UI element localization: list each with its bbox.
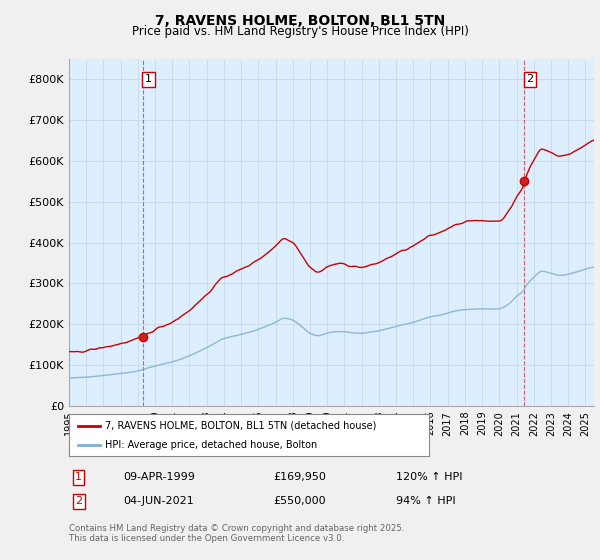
Text: 7, RAVENS HOLME, BOLTON, BL1 5TN (detached house): 7, RAVENS HOLME, BOLTON, BL1 5TN (detach…	[105, 421, 376, 431]
Text: £169,950: £169,950	[273, 472, 326, 482]
Text: HPI: Average price, detached house, Bolton: HPI: Average price, detached house, Bolt…	[105, 440, 317, 450]
Text: Price paid vs. HM Land Registry's House Price Index (HPI): Price paid vs. HM Land Registry's House …	[131, 25, 469, 38]
Text: 1: 1	[145, 74, 152, 85]
Text: Contains HM Land Registry data © Crown copyright and database right 2025.
This d: Contains HM Land Registry data © Crown c…	[69, 524, 404, 543]
Text: 09-APR-1999: 09-APR-1999	[123, 472, 195, 482]
Text: 120% ↑ HPI: 120% ↑ HPI	[396, 472, 463, 482]
Text: £550,000: £550,000	[273, 496, 326, 506]
Text: 04-JUN-2021: 04-JUN-2021	[123, 496, 194, 506]
Text: 7, RAVENS HOLME, BOLTON, BL1 5TN: 7, RAVENS HOLME, BOLTON, BL1 5TN	[155, 14, 445, 28]
Text: 2: 2	[526, 74, 533, 85]
Text: 94% ↑ HPI: 94% ↑ HPI	[396, 496, 455, 506]
Text: 2: 2	[75, 496, 82, 506]
Text: 1: 1	[75, 472, 82, 482]
